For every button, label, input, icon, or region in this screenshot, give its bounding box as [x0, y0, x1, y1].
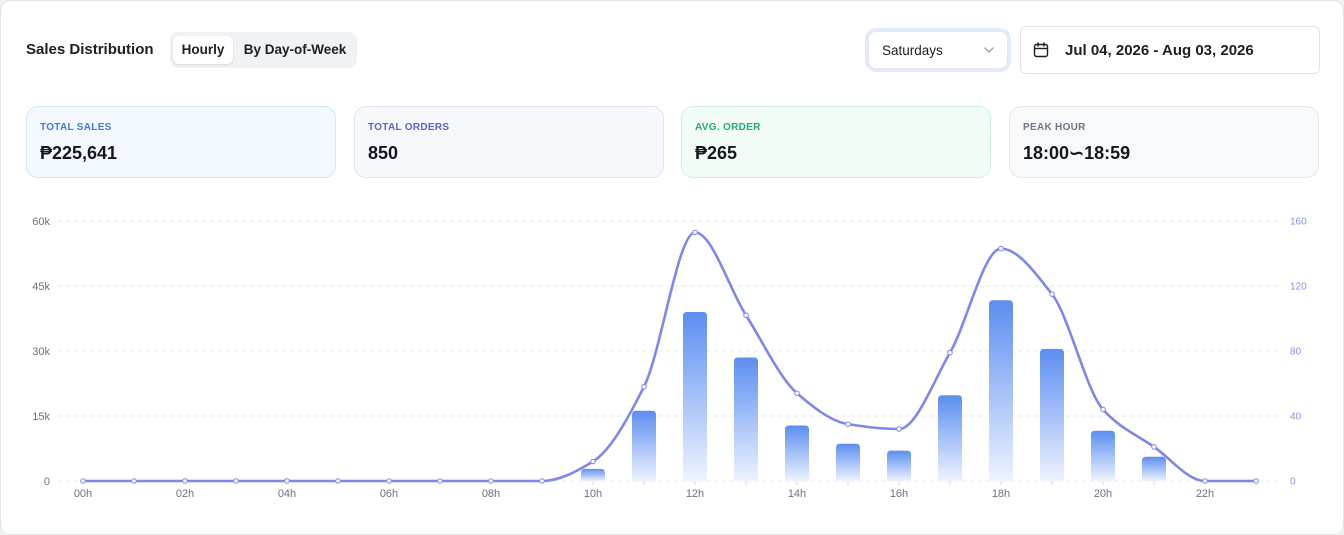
sales-chart: 0 0 15k 40 30k 80 45k 120 60k 160 00h 02h 04h 06h 08h 1… — [32, 216, 1307, 500]
stat-value: 850 — [368, 143, 399, 163]
stat-total-orders: TOTAL ORDERS 850 — [354, 106, 664, 178]
bar — [887, 450, 911, 481]
view-toggle: Hourly By Day-of-Week — [170, 32, 357, 68]
x-tick-label: 12h — [686, 488, 704, 500]
calendar-icon — [1033, 42, 1049, 58]
x-tick-label: 10h — [584, 488, 602, 500]
stat-avg-order: AVG. ORDER ₱265 — [681, 106, 991, 178]
orders-line — [81, 231, 1258, 483]
line-point — [1049, 291, 1055, 297]
x-tick-label: 08h — [482, 488, 500, 500]
line-point — [590, 458, 596, 465]
card-title: Sales Distribution — [26, 41, 154, 58]
bar — [581, 468, 605, 481]
x-tick-label: 14h — [788, 488, 806, 500]
y-right-tick-label: 160 — [1290, 217, 1307, 228]
stat-label: PEAK HOUR — [1023, 122, 1086, 133]
day-select-value: Saturdays — [882, 43, 943, 58]
stat-value: 18:00∽18:59 — [1023, 143, 1131, 163]
stat-peak-hour: PEAK HOUR 18:00∽18:59 — [1009, 106, 1319, 178]
date-range-picker[interactable]: Jul 04, 2026 - Aug 03, 2026 — [1020, 26, 1320, 74]
x-tick-label: 16h — [890, 488, 908, 500]
bar — [785, 425, 809, 481]
line-point — [896, 426, 902, 432]
date-range-text: Jul 04, 2026 - Aug 03, 2026 — [1065, 42, 1254, 59]
line-point — [1151, 444, 1157, 450]
x-tick-label: 04h — [278, 488, 296, 500]
line-point — [947, 349, 953, 356]
y-right-tick-label: 40 — [1290, 412, 1302, 423]
y-left-tick-label: 0 — [44, 476, 50, 488]
stat-value: ₱265 — [695, 143, 738, 163]
x-tick-label: 20h — [1094, 488, 1112, 500]
line-point — [692, 229, 698, 236]
stat-label: TOTAL ORDERS — [368, 122, 450, 133]
tab-by-day-of-week[interactable]: By Day-of-Week — [243, 42, 347, 57]
y-left-tick-label: 45k — [32, 281, 50, 293]
line-point — [641, 383, 647, 390]
stat-value: ₱225,641 — [40, 143, 118, 163]
y-left-tick-label: 60k — [32, 216, 50, 228]
bar — [683, 312, 707, 481]
x-tick-label: 02h — [176, 488, 194, 500]
x-tick-label: 22h — [1196, 488, 1214, 500]
stat-label: TOTAL SALES — [40, 122, 112, 133]
day-select[interactable]: Saturdays — [868, 31, 1008, 69]
bar — [836, 443, 860, 481]
stat-total-sales: TOTAL SALES ₱225,641 — [26, 106, 336, 178]
x-tick-label: 18h — [992, 488, 1010, 500]
line-point — [1100, 406, 1106, 413]
line-point — [794, 390, 800, 397]
x-tick-label: 06h — [380, 488, 398, 500]
bar — [734, 357, 758, 481]
bar — [938, 395, 962, 481]
line-point — [998, 245, 1004, 252]
chevron-down-icon — [984, 47, 994, 53]
line-point — [845, 421, 851, 427]
y-right-tick-label: 0 — [1290, 477, 1296, 488]
bar — [632, 410, 656, 481]
y-left-tick-label: 15k — [32, 411, 50, 423]
bar — [1091, 430, 1115, 481]
y-right-tick-label: 80 — [1290, 347, 1302, 358]
bar — [989, 300, 1013, 481]
x-tick-label: 00h — [74, 488, 92, 500]
y-left-tick-label: 30k — [32, 346, 50, 358]
bar — [1142, 456, 1166, 481]
stat-label: AVG. ORDER — [695, 122, 761, 133]
tab-hourly[interactable]: Hourly — [173, 36, 233, 64]
bar — [1040, 348, 1064, 481]
line-point — [743, 312, 749, 319]
y-right-tick-label: 120 — [1290, 282, 1307, 293]
